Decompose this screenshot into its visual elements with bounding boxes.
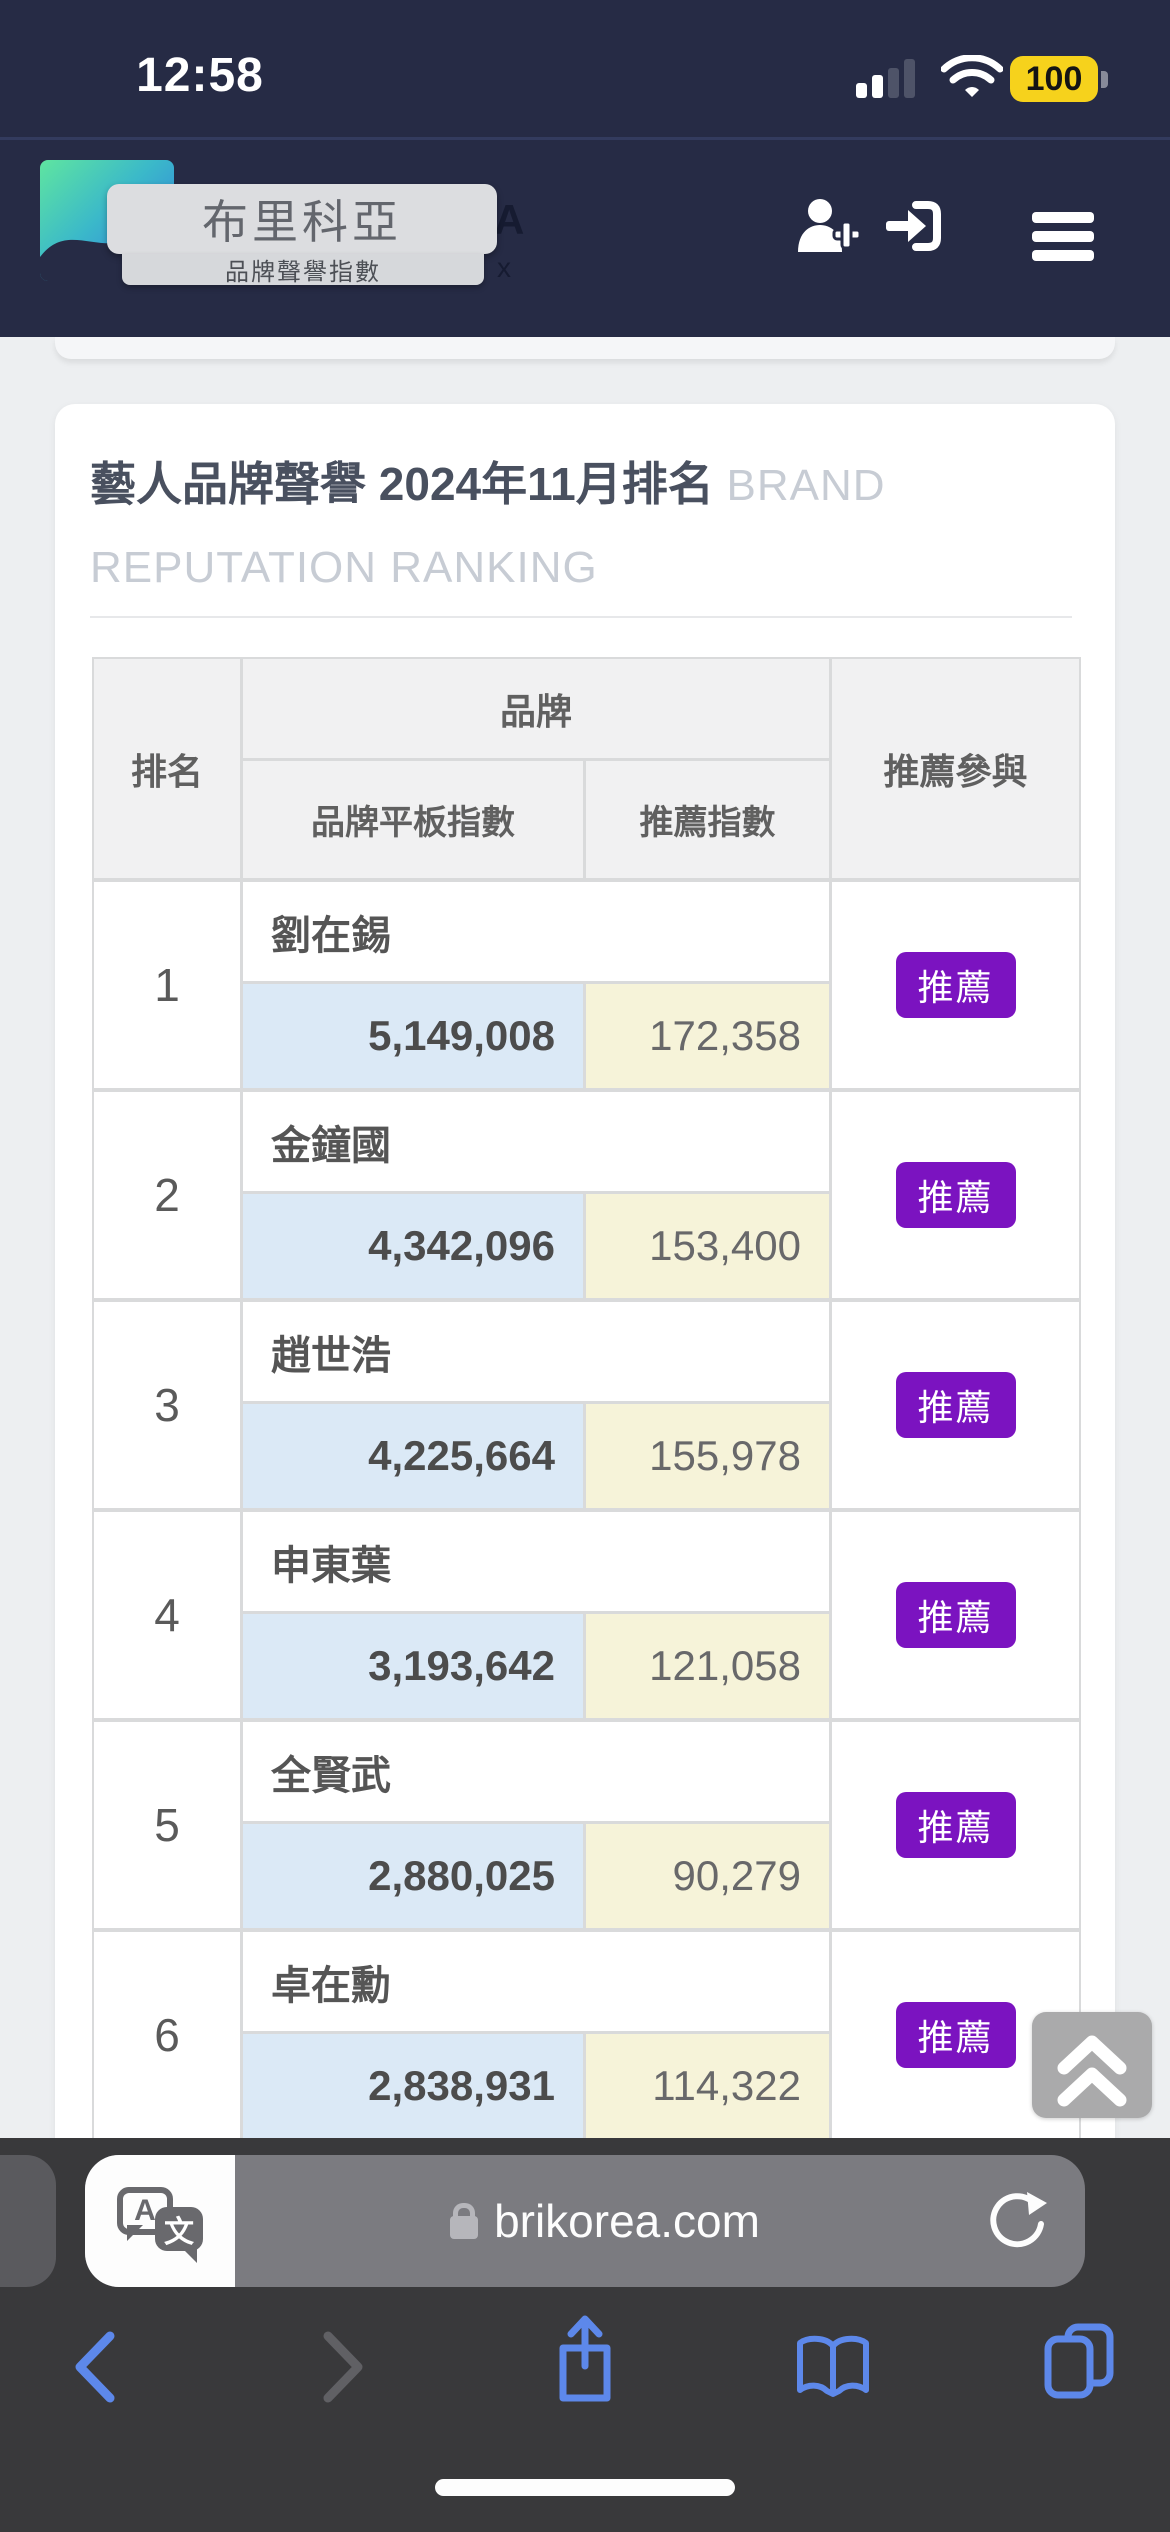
back-button[interactable]	[72, 2330, 118, 2404]
brand-index-value: 5,149,008	[243, 984, 583, 1088]
safari-bottom-bar: A 文 brikorea.com	[0, 2138, 1170, 2532]
artist-name: 卓在勳	[243, 1932, 829, 2031]
status-time: 12:58	[136, 49, 264, 102]
brand-index-value: 3,193,642	[243, 1614, 583, 1718]
recommend-index-value: 153,400	[586, 1194, 829, 1298]
scroll-to-top-button[interactable]	[1032, 2012, 1152, 2118]
ranking-card: 藝人品牌聲譽 2024年11月排名 BRAND REPUTATION RANKI…	[55, 404, 1115, 2532]
header-brand-index: 品牌平板指數	[243, 761, 583, 878]
rank-value: 6	[94, 1932, 240, 2138]
address-bar[interactable]: A 文 brikorea.com	[85, 2155, 1085, 2287]
header-recommend-index: 推薦指數	[586, 761, 829, 878]
recommend-index-value: 114,322	[586, 2034, 829, 2138]
recommend-button[interactable]: 推薦	[895, 952, 1016, 1018]
table-row: 4 申東葉 3,193,642 121,058 推薦	[94, 1512, 1079, 1718]
page-title: 藝人品牌聲譽 2024年11月排名 BRAND REPUTATION RANKI…	[90, 448, 1082, 614]
table-row: 2 金鐘國 4,342,096 153,400 推薦	[94, 1092, 1079, 1298]
table-header: 排名 品牌 品牌平板指數 推薦指數 推薦參與	[94, 659, 1079, 878]
artist-name: 全賢武	[243, 1722, 829, 1821]
double-chevron-up-icon	[1057, 2035, 1127, 2107]
sign-in-icon[interactable]	[884, 198, 942, 254]
recommend-button[interactable]: 推薦	[895, 1582, 1016, 1648]
recommend-button[interactable]: 推薦	[895, 2002, 1016, 2068]
battery-nub	[1101, 71, 1108, 88]
brand-index-value: 4,225,664	[243, 1404, 583, 1508]
recommend-index-value: 155,978	[586, 1404, 829, 1508]
brand-index-value: 4,342,096	[243, 1194, 583, 1298]
recommend-button[interactable]: 推薦	[895, 1162, 1016, 1228]
bookmarks-button[interactable]	[793, 2334, 873, 2400]
reload-icon[interactable]	[983, 2188, 1049, 2254]
lock-icon	[450, 2202, 479, 2239]
recommend-index-value: 172,358	[586, 984, 829, 1088]
translated-brand-badge: 布里科亞	[107, 184, 497, 254]
rank-value: 5	[94, 1722, 240, 1928]
top-navy-block: 12:58 100 A x 布里科亞 品牌聲譽指數	[0, 0, 1170, 337]
artist-name: 金鐘國	[243, 1092, 829, 1191]
header-rank: 排名	[94, 659, 240, 878]
artist-name: 趙世浩	[243, 1302, 829, 1401]
home-indicator[interactable]	[435, 2479, 735, 2496]
wifi-icon	[941, 55, 1003, 97]
table-row: 6 卓在勳 2,838,931 114,322 推薦	[94, 1932, 1079, 2138]
battery-icon: 100	[1010, 56, 1098, 102]
translate-icon: A 文	[117, 2187, 203, 2263]
share-button[interactable]	[551, 2314, 619, 2406]
rank-value: 1	[94, 882, 240, 1088]
table-row: 1 劉在錫 5,149,008 172,358 推薦	[94, 882, 1079, 1088]
previous-tab-peek[interactable]	[0, 2155, 56, 2287]
header-participation: 推薦參與	[832, 659, 1079, 878]
cellular-signal-icon	[856, 58, 920, 98]
page-title-zh: 藝人品牌聲譽 2024年11月排名	[90, 458, 727, 510]
table-row: 5 全賢武 2,880,025 90,279 推薦	[94, 1722, 1079, 1928]
brand-index-value: 2,838,931	[243, 2034, 583, 2138]
header-brand: 品牌	[243, 659, 829, 758]
rank-value: 3	[94, 1302, 240, 1508]
page-title-en: BRAND REPUTATION RANKING	[90, 461, 886, 592]
reputation-table: 排名 品牌 品牌平板指數 推薦指數 推薦參與 1 劉在錫 5,149,008	[92, 657, 1081, 2140]
title-divider	[90, 616, 1072, 618]
previous-section-card-tail	[55, 337, 1115, 359]
recommend-index-value: 90,279	[586, 1824, 829, 1928]
artist-name: 申東葉	[243, 1512, 829, 1611]
recommend-button[interactable]: 推薦	[895, 1372, 1016, 1438]
recommend-button[interactable]: 推薦	[895, 1792, 1016, 1858]
site-logo-letter-small: x	[497, 252, 511, 283]
translate-button[interactable]: A 文	[85, 2155, 235, 2287]
add-user-icon[interactable]	[796, 198, 862, 254]
header-divider-line	[0, 137, 1170, 140]
site-logo-letter: A	[494, 196, 525, 243]
artist-name: 劉在錫	[243, 882, 829, 981]
forward-button[interactable]	[320, 2330, 366, 2404]
tabs-button[interactable]	[1042, 2322, 1116, 2400]
menu-icon[interactable]	[1032, 212, 1094, 264]
translated-brand-subtitle: 品牌聲譽指數	[122, 254, 484, 286]
brand-index-value: 2,880,025	[243, 1824, 583, 1928]
url-text: brikorea.com	[494, 2195, 760, 2247]
table-row: 3 趙世浩 4,225,664 155,978 推薦	[94, 1302, 1079, 1508]
rank-value: 2	[94, 1092, 240, 1298]
recommend-index-value: 121,058	[586, 1614, 829, 1718]
rank-value: 4	[94, 1512, 240, 1718]
